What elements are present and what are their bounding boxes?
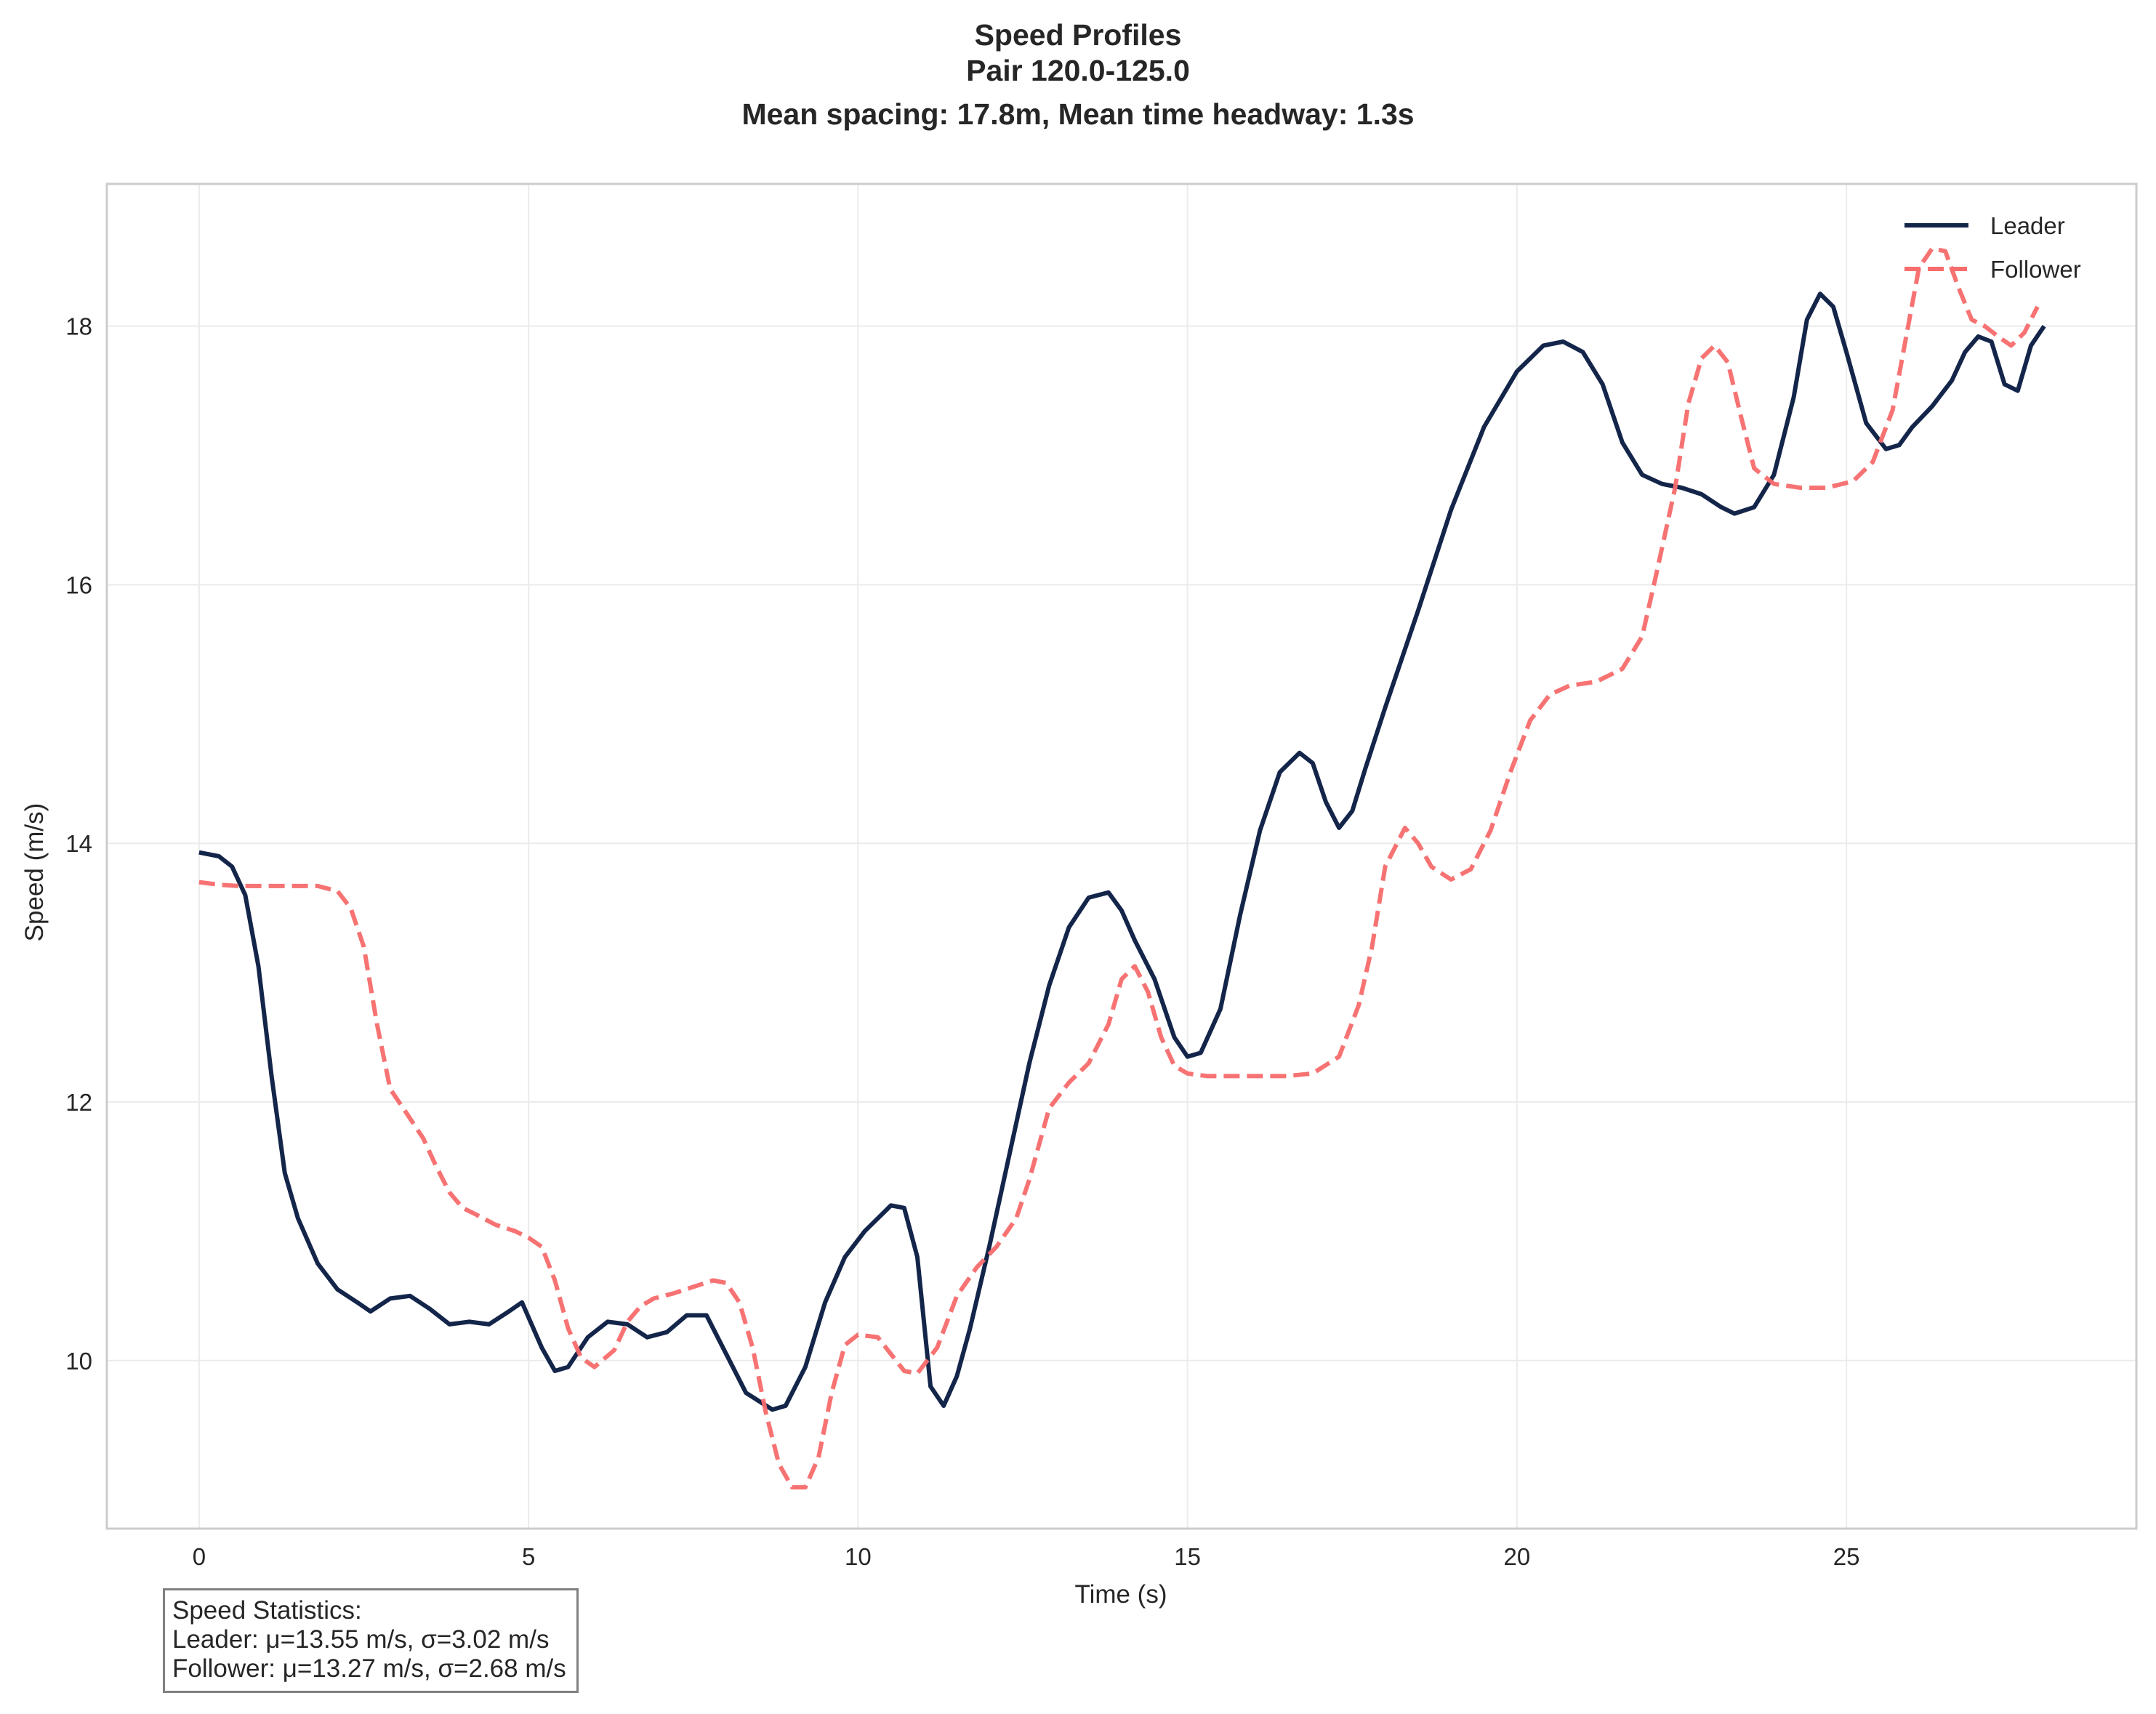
y-tick-label: 12 <box>65 1089 92 1116</box>
chart-title-line-3: Mean spacing: 17.8m, Mean time headway: … <box>741 97 1414 131</box>
x-axis-label: Time (s) <box>1074 1580 1167 1609</box>
y-axis-label: Speed (m/s) <box>20 803 49 942</box>
x-tick-label: 10 <box>845 1543 872 1570</box>
legend-label-leader: Leader <box>1990 212 2065 239</box>
stats-leader: Leader: μ=13.55 m/s, σ=3.02 m/s <box>172 1625 550 1654</box>
grid <box>107 184 2136 1529</box>
y-tick-label: 10 <box>65 1348 92 1375</box>
y-tick-label: 14 <box>65 830 92 857</box>
legend-label-follower: Follower <box>1990 256 2081 283</box>
x-tick-label: 5 <box>522 1543 535 1570</box>
series-group <box>198 246 2046 1490</box>
legend: Leader Follower <box>1904 212 2081 283</box>
x-tick-label: 20 <box>1504 1543 1531 1570</box>
x-tick-label: 25 <box>1833 1543 1860 1570</box>
y-tick-label: 16 <box>65 571 92 598</box>
stats-heading: Speed Statistics: <box>172 1596 362 1625</box>
chart-title-line-2: Pair 120.0-125.0 <box>966 54 1190 87</box>
chart-title-line-1: Speed Profiles <box>975 18 1182 52</box>
stats-follower: Follower: μ=13.27 m/s, σ=2.68 m/s <box>172 1654 566 1683</box>
series-line-leader <box>198 291 2046 1412</box>
plot-frame <box>105 182 2138 1530</box>
speed-statistics-box: Speed Statistics: Leader: μ=13.55 m/s, σ… <box>163 1588 579 1693</box>
x-tick-label: 0 <box>193 1543 206 1570</box>
x-tick-label: 15 <box>1174 1543 1201 1570</box>
series-line-follower <box>198 246 2040 1490</box>
y-tick-label: 18 <box>65 313 92 340</box>
tick-labels: 0 5 10 15 20 25 10 12 14 16 18 <box>65 313 1859 1570</box>
